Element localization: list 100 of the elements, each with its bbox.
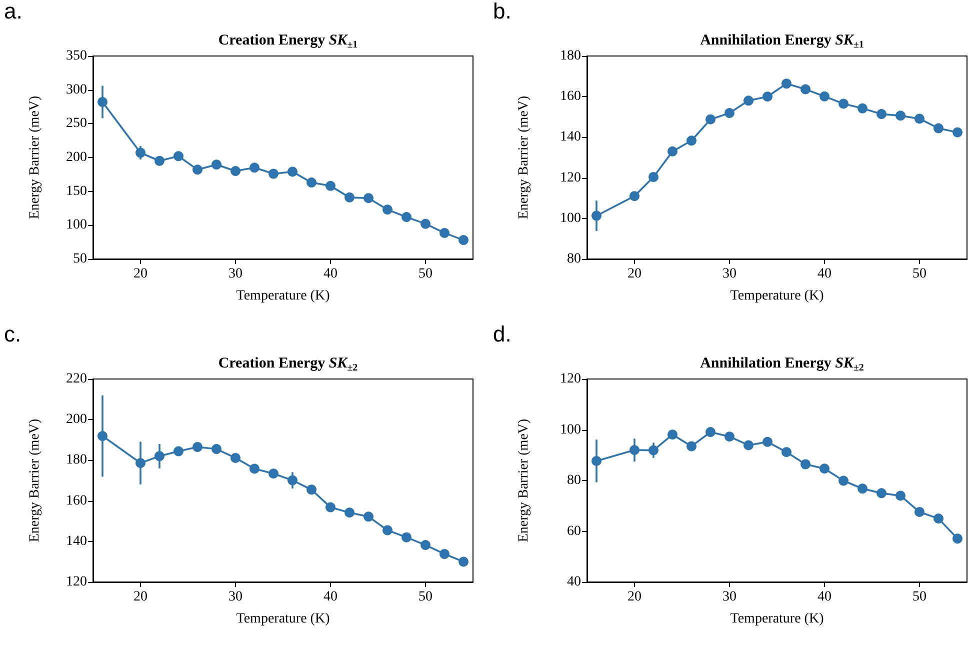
point (344, 508, 354, 518)
point (344, 192, 354, 202)
y-tick-label: 180 (560, 48, 581, 64)
point (154, 156, 164, 166)
point (98, 431, 108, 442)
y-tick-label: 80 (567, 473, 581, 488)
x-tick-label: 20 (134, 266, 148, 282)
point (706, 114, 716, 124)
point (648, 445, 658, 456)
point (592, 456, 602, 466)
x-axis-title: Temperature (K) (730, 288, 824, 304)
y-tick-label: 80 (567, 252, 581, 266)
x-tick-label: 50 (912, 266, 926, 282)
point (174, 446, 184, 456)
point (458, 235, 468, 246)
point (136, 458, 146, 468)
y-tick-label: 40 (567, 574, 581, 590)
y-tick-label: 120 (66, 574, 87, 590)
y-tick-label: 150 (66, 184, 87, 199)
point (192, 442, 202, 452)
x-tick-label: 50 (418, 590, 432, 604)
point (934, 123, 944, 134)
point (382, 525, 392, 536)
point (440, 228, 450, 238)
point (896, 490, 906, 501)
point (192, 164, 202, 175)
x-axis-title: Temperature (K) (730, 612, 824, 626)
point (98, 97, 108, 108)
x-tick-label: 50 (418, 266, 432, 282)
point (800, 84, 810, 94)
point (364, 512, 374, 522)
x-tick-label: 30 (228, 266, 242, 282)
x-axis-title: Temperature (K) (236, 288, 330, 304)
y-tick-label: 100 (560, 210, 581, 226)
point (382, 204, 392, 215)
x-tick-label: 30 (722, 590, 736, 604)
y-tick-label: 120 (560, 170, 581, 186)
y-tick-label: 120 (560, 372, 581, 386)
point (458, 556, 468, 567)
y-axis-title: Energy Barrier (meV) (28, 95, 42, 220)
point (952, 127, 962, 138)
point (876, 488, 886, 498)
x-tick-label: 20 (134, 590, 148, 604)
point (934, 514, 944, 524)
y-tick-label: 100 (66, 218, 87, 233)
point (762, 436, 772, 447)
y-tick-label: 160 (560, 89, 581, 104)
y-tick-label: 250 (66, 116, 87, 132)
y-axis-title: Energy Barrier (meV) (516, 95, 532, 220)
point (914, 506, 924, 517)
point (686, 441, 696, 452)
y-tick-label: 160 (66, 493, 87, 508)
point (630, 445, 640, 456)
point (858, 103, 868, 114)
point (364, 193, 374, 204)
x-tick-label: 40 (818, 590, 832, 604)
point (630, 191, 640, 202)
x-axis-title: Temperature (K) (236, 612, 330, 626)
point (326, 180, 336, 191)
point (782, 78, 792, 89)
point (136, 148, 146, 158)
point (762, 92, 772, 102)
x-tick-label: 40 (324, 590, 338, 604)
point (250, 162, 260, 173)
point (230, 166, 240, 176)
point (706, 427, 716, 438)
y-tick-label: 60 (567, 524, 581, 539)
text: b. (493, 0, 512, 24)
y-tick-label: 50 (73, 252, 87, 266)
y-axis-title: Energy Barrier (meV) (28, 418, 42, 542)
point (288, 475, 298, 486)
text: c. (4, 322, 22, 346)
x-tick-label: 40 (324, 266, 338, 282)
point (668, 146, 678, 156)
x-tick-label: 20 (628, 266, 642, 282)
point (686, 136, 696, 146)
x-tick-label: 30 (228, 590, 242, 604)
point (914, 114, 924, 124)
point (858, 484, 868, 494)
text: d. (493, 322, 512, 346)
y-tick-label: 100 (560, 422, 581, 438)
y-tick-label: 220 (66, 372, 87, 386)
point (230, 452, 240, 463)
point (896, 110, 906, 121)
point (838, 476, 848, 486)
point (306, 178, 316, 188)
point (326, 502, 336, 512)
point (952, 534, 962, 544)
point (154, 451, 164, 462)
point (820, 91, 830, 102)
point (648, 172, 658, 182)
y-tick-label: 140 (560, 130, 581, 145)
point (782, 447, 792, 458)
y-tick-label: 200 (66, 150, 87, 165)
point (402, 532, 412, 542)
x-tick-label: 20 (628, 590, 642, 604)
point (402, 212, 412, 222)
point (724, 108, 734, 118)
point (800, 459, 810, 470)
point (288, 166, 298, 177)
